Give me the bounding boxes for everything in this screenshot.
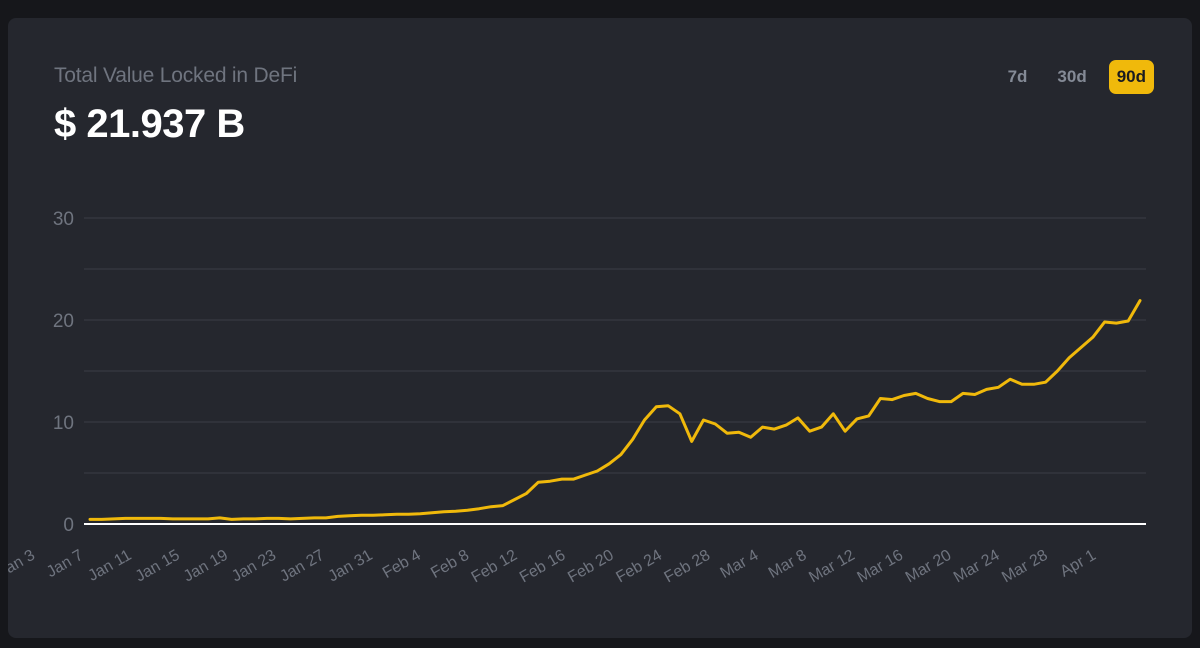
x-tick-label: Mar 24 bbox=[951, 547, 1003, 587]
x-tick-label: Jan 31 bbox=[325, 547, 375, 586]
x-tick-label: Mar 16 bbox=[854, 547, 906, 587]
x-tick-label: Feb 8 bbox=[428, 547, 472, 582]
x-tick-label: Mar 8 bbox=[766, 547, 810, 582]
x-tick-label: Feb 24 bbox=[613, 547, 665, 587]
x-tick-label: Jan 15 bbox=[133, 547, 183, 586]
x-tick-label: Feb 12 bbox=[469, 547, 521, 587]
x-tick-label: Feb 16 bbox=[517, 547, 569, 587]
x-tick-label: Jan 27 bbox=[277, 547, 327, 586]
x-tick-label: Mar 28 bbox=[999, 547, 1051, 587]
x-tick-label: Feb 28 bbox=[662, 547, 714, 587]
tvl-card: Total Value Locked in DeFi $ 21.937 B 7d… bbox=[8, 18, 1192, 638]
y-tick-label: 0 bbox=[63, 515, 74, 536]
x-tick-label: Jan 23 bbox=[229, 547, 279, 586]
chart-title: Total Value Locked in DeFi bbox=[54, 64, 298, 87]
x-tick-label: Mar 4 bbox=[717, 547, 761, 582]
range-90d-button[interactable]: 90d bbox=[1108, 60, 1154, 94]
x-tick-label: Mar 12 bbox=[806, 547, 858, 587]
range-selector: 7d 30d 90d bbox=[1000, 60, 1154, 94]
x-tick-label: Feb 20 bbox=[565, 547, 617, 587]
y-tick-label: 10 bbox=[53, 413, 74, 434]
x-tick-label: Jan 11 bbox=[85, 547, 134, 585]
y-tick-label: 20 bbox=[53, 311, 74, 332]
x-tick-label: Jan 3 bbox=[8, 547, 38, 581]
range-7d-button[interactable]: 7d bbox=[1007, 67, 1028, 86]
x-tick-label: Jan 19 bbox=[181, 547, 231, 586]
x-tick-label: Feb 4 bbox=[380, 547, 424, 582]
tvl-value: $ 21.937 B bbox=[54, 102, 245, 146]
tvl-series-line bbox=[88, 299, 1142, 521]
x-tick-label: Apr 1 bbox=[1057, 547, 1099, 581]
x-tick-label: Jan 7 bbox=[44, 547, 86, 581]
range-30d-button[interactable]: 30d bbox=[1057, 67, 1087, 86]
y-tick-label: 30 bbox=[53, 209, 74, 230]
x-tick-label: Mar 20 bbox=[903, 547, 955, 587]
